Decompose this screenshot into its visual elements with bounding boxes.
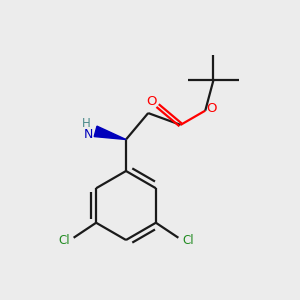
Polygon shape: [94, 126, 126, 140]
Text: Cl: Cl: [58, 234, 70, 247]
Text: O: O: [146, 95, 156, 109]
Text: H: H: [82, 117, 91, 130]
Text: O: O: [207, 102, 217, 115]
Text: Cl: Cl: [182, 234, 194, 247]
Text: N: N: [83, 128, 93, 141]
